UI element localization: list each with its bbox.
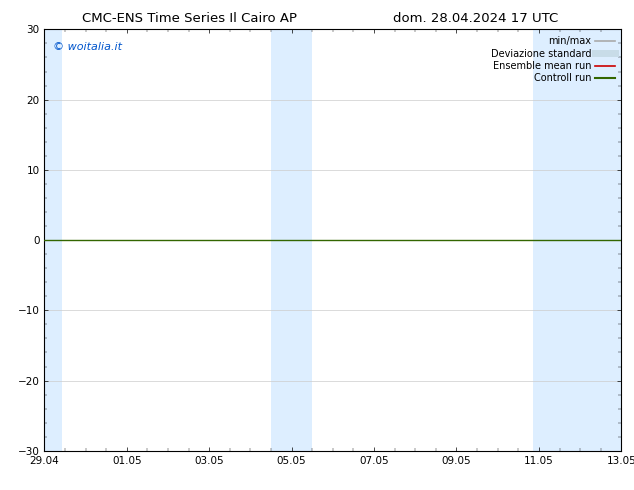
Legend: min/max, Deviazione standard, Ensemble mean run, Controll run: min/max, Deviazione standard, Ensemble m… [489, 34, 616, 85]
Text: dom. 28.04.2024 17 UTC: dom. 28.04.2024 17 UTC [393, 12, 559, 25]
Text: CMC-ENS Time Series Il Cairo AP: CMC-ENS Time Series Il Cairo AP [82, 12, 297, 25]
Bar [271, 29, 312, 451]
Bar [533, 29, 621, 451]
Text: © woitalia.it: © woitalia.it [53, 42, 122, 52]
Bar [44, 29, 61, 451]
